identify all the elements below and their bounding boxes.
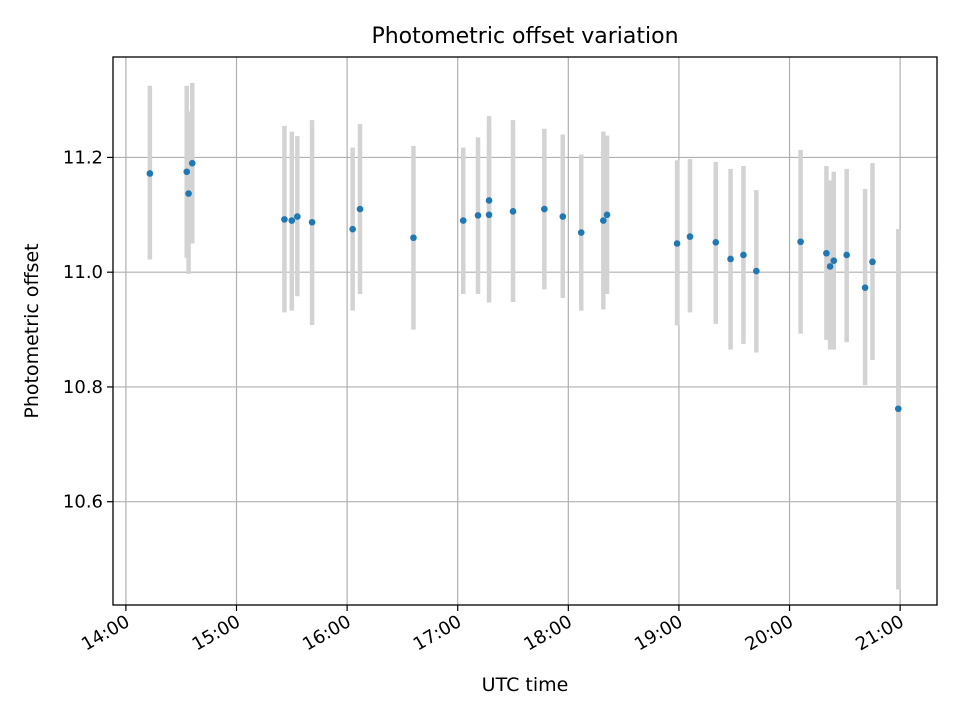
plot-frame [112, 56, 938, 606]
y-axis-ticks: 10.6 10.8 11.0 11.2 [63, 147, 113, 513]
chart-title: Photometric offset variation [371, 24, 678, 49]
data-point [603, 211, 611, 219]
data-point [869, 258, 876, 266]
y-tick-label: 10.6 [63, 492, 103, 513]
y-tick-label: 11.0 [63, 262, 103, 283]
data-point [288, 217, 296, 224]
data-point [308, 218, 316, 226]
data-point [727, 255, 734, 263]
data-point [281, 216, 288, 223]
data-point [485, 197, 493, 204]
data-point [843, 251, 850, 259]
data-point [474, 212, 482, 219]
y-tick-label: 11.2 [63, 147, 103, 168]
x-axis-label: UTC time [482, 674, 569, 696]
data-point [894, 405, 902, 413]
data-point [686, 233, 694, 240]
data-point [185, 190, 192, 197]
data-point [188, 159, 196, 167]
data-point [826, 263, 834, 270]
data-point [740, 251, 747, 259]
data-point [673, 240, 681, 247]
data-point [294, 213, 301, 220]
data-point [577, 229, 585, 236]
data-points [146, 159, 902, 413]
data-point [600, 217, 607, 224]
data-point [183, 168, 191, 176]
data-point [712, 239, 720, 246]
data-point [146, 170, 154, 177]
data-point [830, 257, 838, 265]
data-point [356, 205, 364, 213]
y-tick-label: 10.8 [63, 377, 103, 398]
data-point [753, 267, 760, 275]
grid [113, 57, 937, 605]
data-point [861, 284, 869, 291]
data-point [509, 208, 517, 215]
data-point [541, 205, 548, 213]
data-point [485, 211, 493, 219]
data-point [410, 234, 417, 242]
data-point [459, 217, 467, 224]
data-point [559, 213, 567, 220]
data-point [823, 249, 830, 257]
data-point [349, 225, 356, 233]
data-point [797, 238, 804, 246]
y-axis-label: Photometric offset [21, 243, 43, 418]
